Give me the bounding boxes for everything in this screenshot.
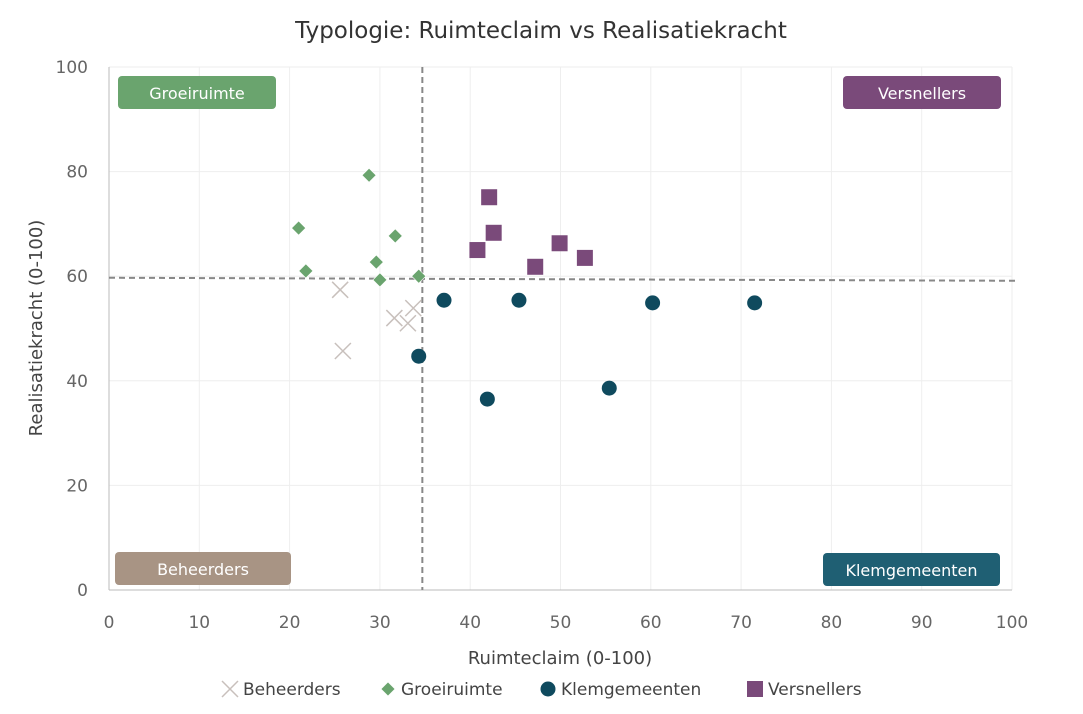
data-point-versnellers bbox=[576, 249, 593, 266]
quadrant-label-box bbox=[843, 76, 1001, 109]
data-point-klemgemeenten bbox=[511, 292, 527, 308]
data-point-klemgemeenten bbox=[747, 295, 763, 311]
x-tick-label: 20 bbox=[279, 613, 301, 633]
data-point-klemgemeenten bbox=[436, 292, 452, 308]
legend-label: Klemgemeenten bbox=[561, 680, 701, 700]
legend-marker bbox=[747, 681, 763, 697]
y-axis-label: Realisatiekracht (0-100) bbox=[26, 220, 47, 437]
data-point-groeiruimte bbox=[361, 167, 377, 183]
data-point-beheerders bbox=[399, 314, 417, 332]
data-point-groeiruimte bbox=[372, 272, 388, 288]
data-point-groeiruimte bbox=[411, 268, 427, 284]
x-tick-label: 90 bbox=[911, 613, 933, 633]
data-point-beheerders bbox=[385, 309, 403, 327]
legend-label: Beheerders bbox=[243, 680, 341, 700]
quadrant-label: Beheerders bbox=[157, 560, 249, 579]
legend-label: Groeiruimte bbox=[401, 680, 503, 700]
quadrant-label-box bbox=[118, 76, 276, 109]
data-point-versnellers bbox=[485, 224, 502, 241]
y-tick-label: 0 bbox=[77, 581, 88, 601]
legend-marker bbox=[221, 680, 239, 698]
data-point-versnellers bbox=[527, 258, 544, 275]
x-tick-label: 50 bbox=[550, 613, 572, 633]
y-tick-label: 20 bbox=[66, 476, 88, 496]
x-tick-label: 40 bbox=[459, 613, 481, 633]
data-point-versnellers bbox=[469, 242, 486, 259]
x-axis-label: Ruimteclaim (0-100) bbox=[468, 648, 652, 669]
threshold-line-y bbox=[108, 276, 1018, 282]
legend-marker bbox=[380, 681, 396, 697]
data-point-klemgemeenten bbox=[645, 295, 661, 311]
x-tick-label: 30 bbox=[369, 613, 391, 633]
data-point-beheerders bbox=[331, 281, 349, 299]
quadrant-label-box bbox=[823, 553, 1000, 586]
x-tick-label: 70 bbox=[730, 613, 752, 633]
x-tick-label: 60 bbox=[640, 613, 662, 633]
chart-title: Typologie: Ruimteclaim vs Realisatiekrac… bbox=[294, 18, 787, 44]
data-point-klemgemeenten bbox=[601, 380, 617, 396]
data-point-versnellers bbox=[551, 235, 568, 252]
data-point-groeiruimte bbox=[298, 263, 314, 279]
data-point-groeiruimte bbox=[387, 228, 403, 244]
x-tick-label: 100 bbox=[996, 613, 1028, 633]
x-tick-label: 80 bbox=[821, 613, 843, 633]
data-point-klemgemeenten bbox=[479, 391, 495, 407]
x-tick-label: 10 bbox=[188, 613, 210, 633]
data-point-groeiruimte bbox=[368, 254, 384, 270]
y-tick-label: 60 bbox=[66, 267, 88, 287]
y-tick-label: 40 bbox=[66, 372, 88, 392]
y-tick-label: 80 bbox=[66, 163, 88, 183]
legend-label: Versnellers bbox=[768, 680, 862, 700]
quadrant-label-box bbox=[115, 552, 291, 585]
data-point-groeiruimte bbox=[291, 220, 307, 236]
quadrant-label: Klemgemeenten bbox=[845, 561, 977, 580]
data-point-klemgemeenten bbox=[411, 348, 427, 364]
data-point-beheerders bbox=[404, 299, 422, 317]
data-point-versnellers bbox=[481, 189, 498, 206]
quadrant-label: Groeiruimte bbox=[149, 84, 245, 103]
quadrant-label: Versnellers bbox=[878, 84, 966, 103]
x-tick-label: 0 bbox=[104, 613, 115, 633]
y-tick-label: 100 bbox=[56, 58, 88, 78]
legend-marker bbox=[540, 681, 556, 697]
data-point-beheerders bbox=[334, 342, 352, 360]
